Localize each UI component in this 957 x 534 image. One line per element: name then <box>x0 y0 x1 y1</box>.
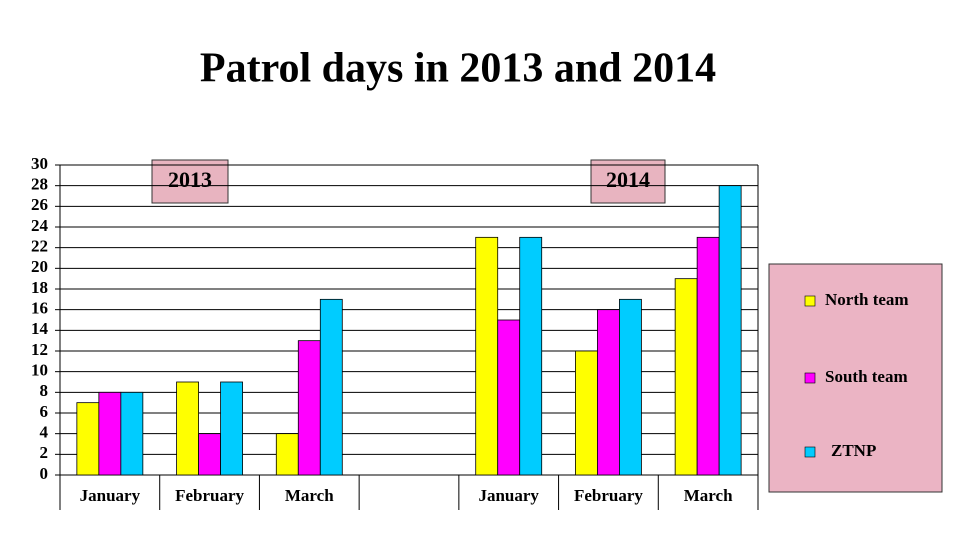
y-tick-label: 16 <box>31 299 48 318</box>
legend-swatch <box>804 446 816 458</box>
y-tick-label: 18 <box>31 278 48 297</box>
y-tick-label: 12 <box>31 340 48 359</box>
x-tick-label: January <box>80 486 141 505</box>
y-tick-label: 14 <box>31 319 49 338</box>
y-tick-label: 24 <box>31 216 49 235</box>
bar <box>76 402 100 476</box>
bar <box>475 236 499 476</box>
annotation-box <box>590 159 666 204</box>
bar <box>220 381 243 476</box>
bar <box>575 350 598 476</box>
y-tick-label: 0 <box>40 464 49 483</box>
legend-swatch <box>804 372 816 384</box>
legend-label: North team <box>825 290 909 309</box>
bar <box>120 391 144 476</box>
y-tick-label: 10 <box>31 361 48 380</box>
y-tick-label: 26 <box>31 195 48 214</box>
bar <box>176 381 199 476</box>
x-tick-label: February <box>175 486 244 505</box>
annotation-box <box>151 159 229 204</box>
bar <box>297 340 321 476</box>
x-tick-label: March <box>684 486 733 505</box>
legend-label: South team <box>825 367 908 386</box>
y-tick-label: 22 <box>31 237 48 256</box>
bar <box>718 185 742 476</box>
chart-title: Patrol days in 2013 and 2014 <box>200 46 716 92</box>
y-tick-label: 2 <box>40 443 49 462</box>
bar <box>497 319 521 476</box>
legend-label: ZTNP <box>831 441 876 460</box>
bar <box>319 298 343 476</box>
bar <box>519 236 543 476</box>
bar <box>674 278 698 476</box>
x-tick-label: March <box>285 486 334 505</box>
legend-swatch <box>804 295 816 307</box>
bar <box>619 298 642 476</box>
legend-box <box>768 263 943 493</box>
bar <box>198 433 221 476</box>
annotation: 2014 <box>606 167 650 192</box>
y-tick-label: 6 <box>40 402 49 421</box>
y-tick-label: 28 <box>31 175 48 194</box>
x-tick-label: February <box>574 486 643 505</box>
bar <box>696 236 720 476</box>
bar <box>597 309 620 476</box>
y-tick-label: 20 <box>31 257 48 276</box>
x-tick-label: January <box>478 486 539 505</box>
y-tick-label: 4 <box>40 423 49 442</box>
y-tick-label: 8 <box>40 381 49 400</box>
y-tick-label: 30 <box>31 154 48 173</box>
bar <box>98 391 122 476</box>
annotation: 2013 <box>168 167 212 192</box>
bar <box>275 433 299 476</box>
